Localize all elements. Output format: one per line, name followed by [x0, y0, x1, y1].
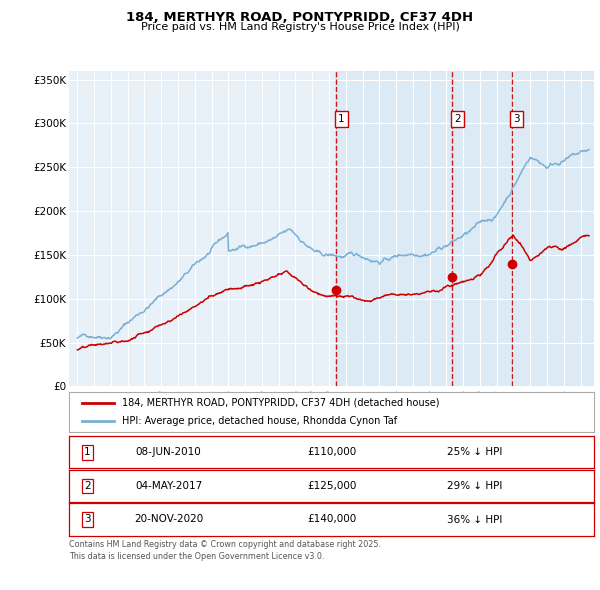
Text: £110,000: £110,000: [307, 447, 356, 457]
Text: 04-MAY-2017: 04-MAY-2017: [135, 481, 202, 491]
Text: 1: 1: [84, 447, 91, 457]
Text: HPI: Average price, detached house, Rhondda Cynon Taf: HPI: Average price, detached house, Rhon…: [121, 415, 397, 425]
Text: 36% ↓ HPI: 36% ↓ HPI: [447, 514, 502, 525]
Text: £140,000: £140,000: [307, 514, 356, 525]
Text: This data is licensed under the Open Government Licence v3.0.: This data is licensed under the Open Gov…: [69, 552, 325, 561]
Text: 184, MERTHYR ROAD, PONTYPRIDD, CF37 4DH (detached house): 184, MERTHYR ROAD, PONTYPRIDD, CF37 4DH …: [121, 398, 439, 408]
Text: 20-NOV-2020: 20-NOV-2020: [134, 514, 203, 525]
Text: 29% ↓ HPI: 29% ↓ HPI: [447, 481, 502, 491]
Text: 08-JUN-2010: 08-JUN-2010: [136, 447, 202, 457]
Bar: [337, 71, 594, 386]
Text: 184, MERTHYR ROAD, PONTYPRIDD, CF37 4DH: 184, MERTHYR ROAD, PONTYPRIDD, CF37 4DH: [127, 11, 473, 24]
Text: 3: 3: [84, 514, 91, 525]
Text: 3: 3: [514, 114, 520, 124]
Text: 2: 2: [454, 114, 460, 124]
Text: £125,000: £125,000: [307, 481, 356, 491]
Text: Price paid vs. HM Land Registry's House Price Index (HPI): Price paid vs. HM Land Registry's House …: [140, 22, 460, 32]
Text: Contains HM Land Registry data © Crown copyright and database right 2025.: Contains HM Land Registry data © Crown c…: [69, 540, 381, 549]
Text: 25% ↓ HPI: 25% ↓ HPI: [447, 447, 502, 457]
Text: 2: 2: [84, 481, 91, 491]
Text: 1: 1: [338, 114, 345, 124]
